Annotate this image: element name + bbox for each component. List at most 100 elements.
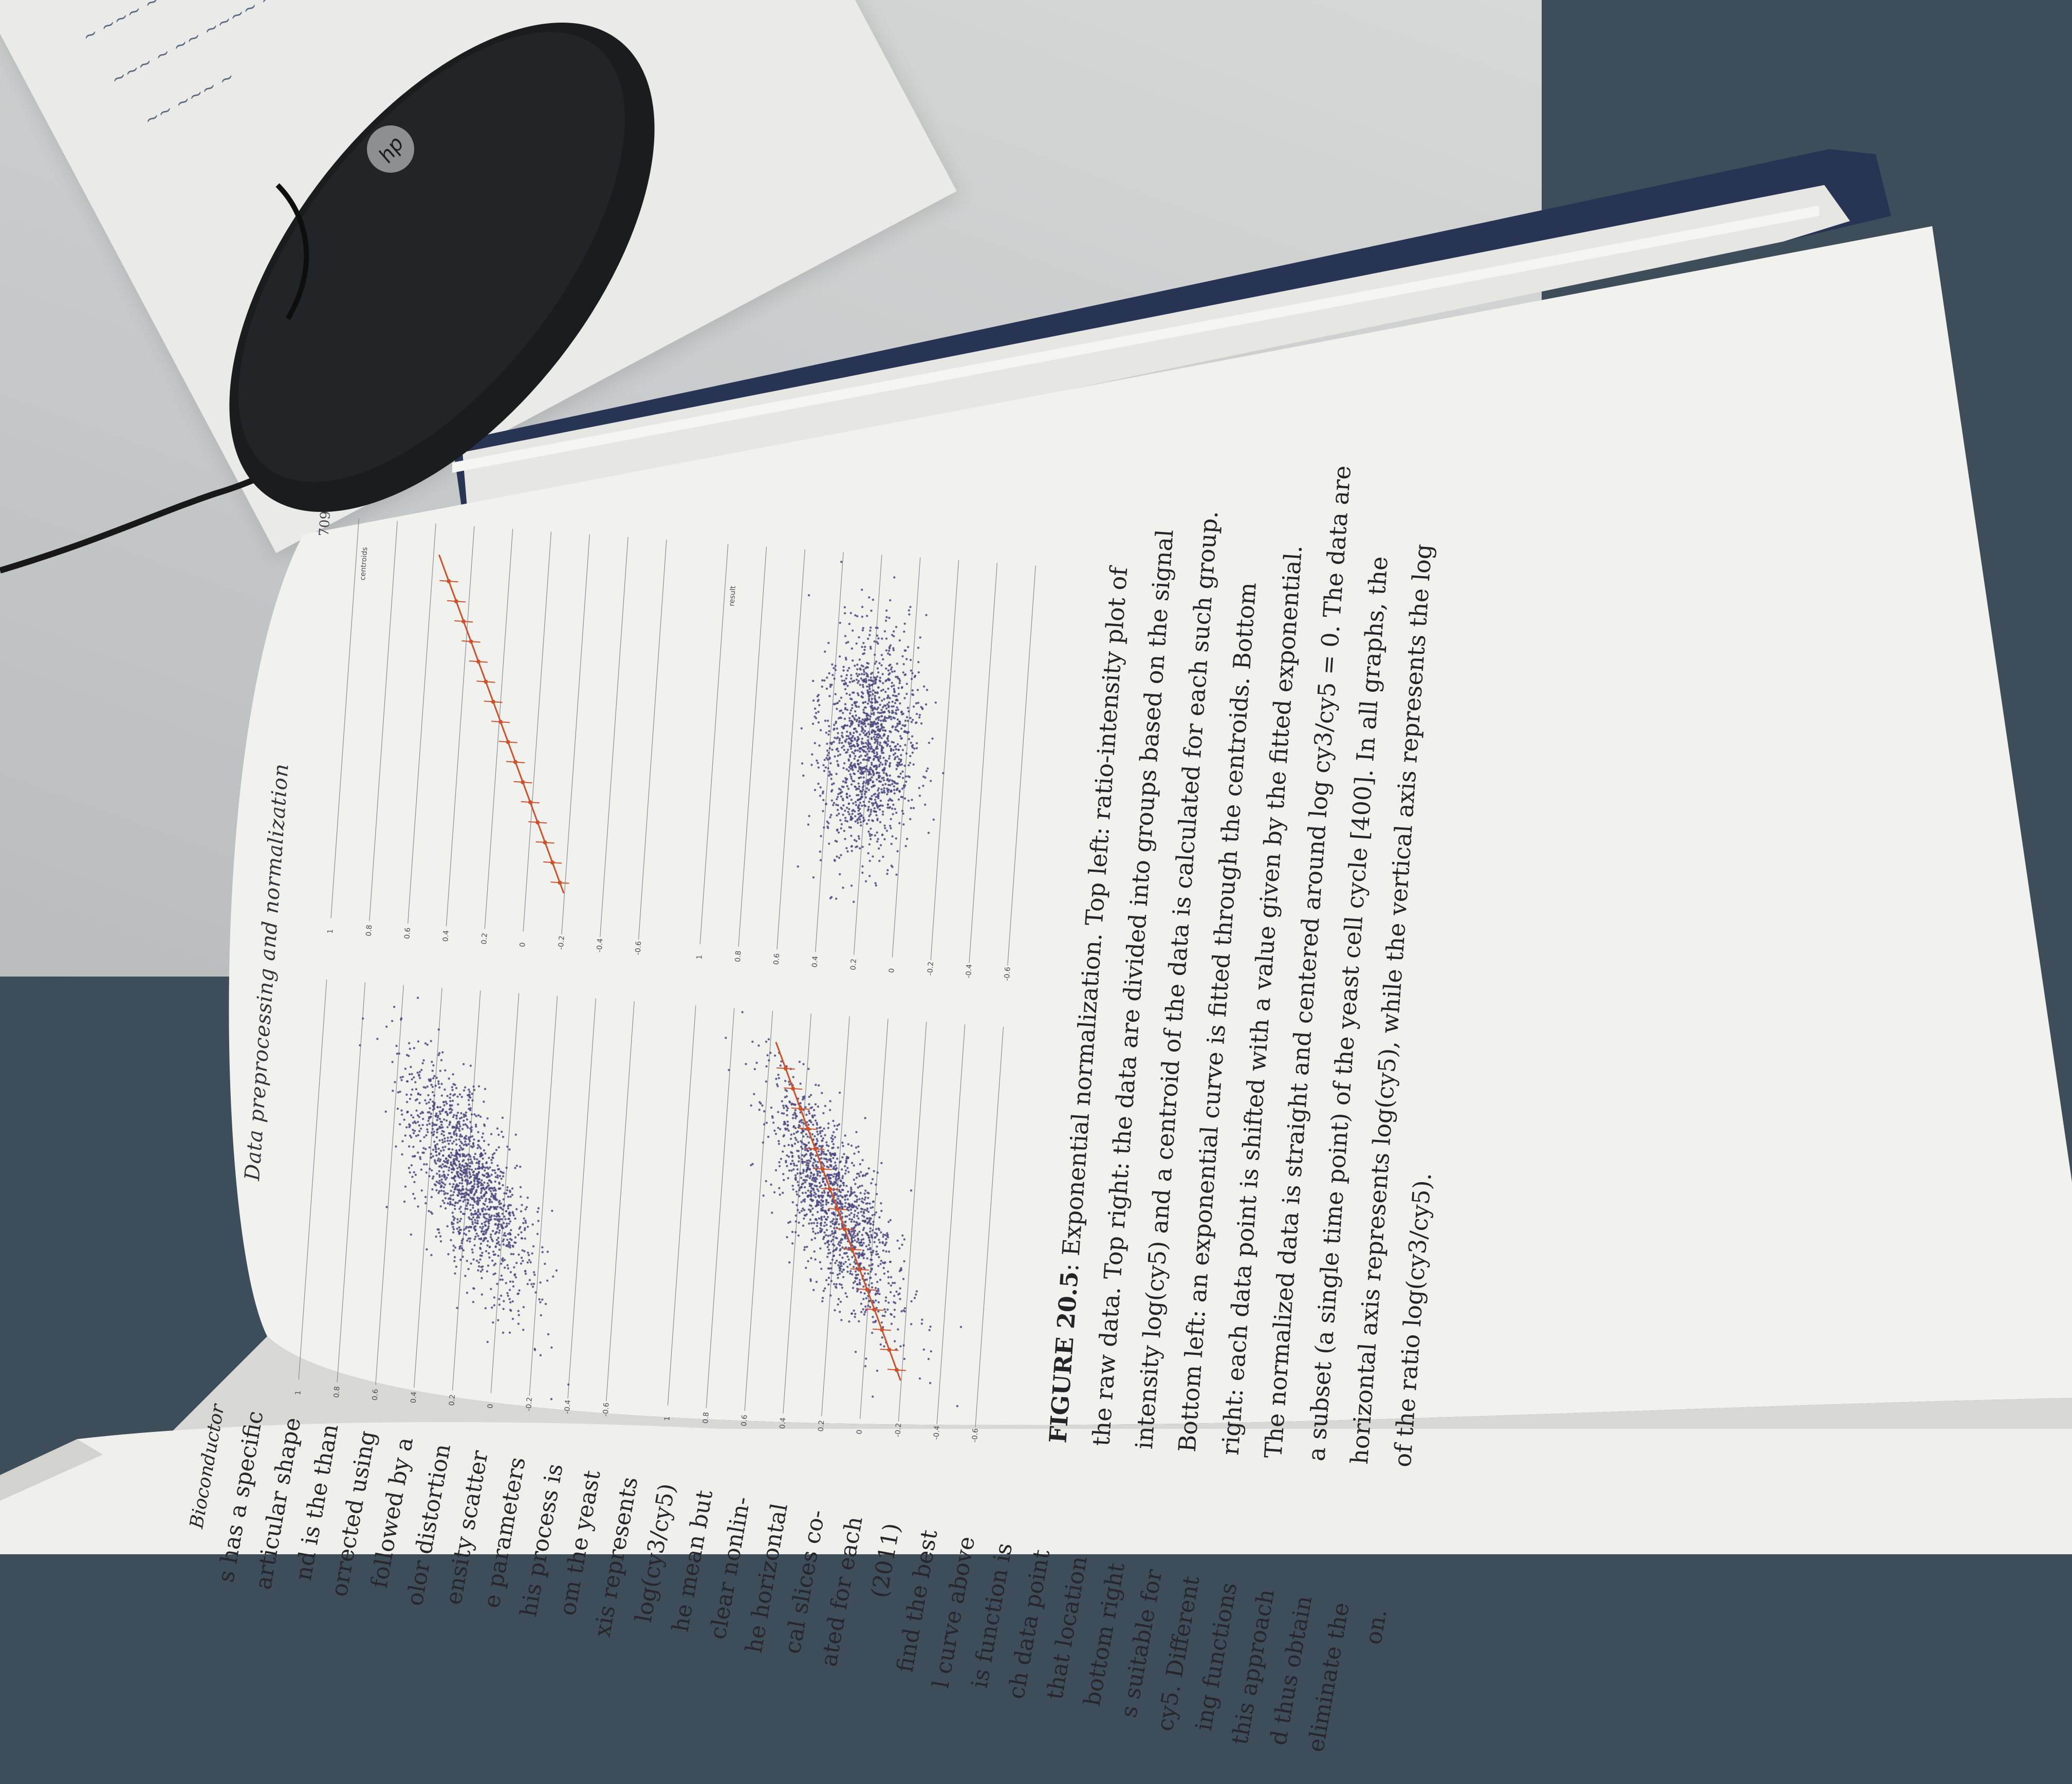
scatter-point — [518, 1289, 521, 1292]
scatter-point — [494, 1192, 497, 1196]
scatter-point — [841, 1142, 844, 1144]
scatter-point — [824, 720, 827, 722]
scatter-point — [853, 839, 856, 841]
scatter-point — [861, 1244, 863, 1247]
scatter-point — [851, 751, 854, 753]
scatter-point — [518, 1227, 521, 1230]
scatter-point — [876, 1245, 878, 1248]
scatter-point — [818, 704, 821, 707]
scatter-point — [441, 1138, 444, 1142]
scatter-point — [849, 1186, 853, 1189]
scatter-point — [472, 1143, 475, 1146]
scatter-point — [781, 1112, 783, 1115]
scatter-point — [860, 1302, 863, 1305]
scatter-point — [509, 1244, 512, 1247]
scatter-point — [891, 705, 893, 708]
scatter-point — [910, 669, 913, 672]
scatter-point — [453, 1175, 456, 1179]
scatter-point — [872, 780, 875, 783]
scatter-point — [808, 1112, 811, 1115]
scatter-point — [902, 823, 905, 826]
scatter-point — [897, 708, 899, 711]
scatter-point — [879, 676, 881, 679]
scatter-point — [893, 1295, 896, 1297]
scatter-point — [831, 1222, 834, 1225]
scatter-point — [864, 701, 867, 704]
scatter-point — [469, 1162, 471, 1165]
scatter-point — [856, 1290, 859, 1293]
scatter-point — [882, 855, 884, 858]
scatter-point — [823, 1236, 825, 1239]
scatter-point — [462, 1089, 466, 1092]
scatter-point — [890, 842, 893, 845]
scatter-point — [877, 805, 880, 807]
scatter-point — [893, 1340, 896, 1342]
scatter-point — [500, 1178, 503, 1180]
scatter-point — [852, 808, 855, 812]
scatter-point — [812, 1230, 815, 1233]
scatter-point — [763, 1123, 766, 1126]
plot-panel-top-left: 1 0.8 0.6 0.4 0.20 -0.2 -0.4 -0.6 — [294, 980, 635, 1417]
scatter-point — [463, 1196, 466, 1199]
scatter-point — [880, 1209, 883, 1212]
scatter-point — [864, 1189, 867, 1192]
scatter-point — [856, 663, 859, 666]
scatter-point — [857, 798, 860, 801]
scatter-point — [890, 748, 893, 751]
grid-line — [337, 982, 366, 1383]
scatter-point — [848, 1206, 850, 1208]
scatter-point — [910, 807, 913, 810]
scatter-point — [456, 1122, 459, 1125]
scatter-point — [862, 702, 864, 704]
scatter-point — [434, 1144, 437, 1147]
scatter-point — [871, 1258, 873, 1261]
scatter-point — [893, 688, 896, 690]
scatter-point — [871, 684, 874, 686]
scatter-point — [789, 1163, 792, 1165]
scatter-point — [515, 1164, 519, 1167]
scatter-point — [846, 850, 849, 853]
scatter-point — [418, 1124, 421, 1127]
scatter-point — [462, 1212, 465, 1215]
scatter-point — [428, 1146, 431, 1149]
y-tick-label: 0.8 — [365, 925, 374, 936]
scatter-point — [850, 1162, 854, 1164]
scatter-point — [861, 795, 863, 798]
scatter-point — [449, 1198, 452, 1201]
scatter-point — [816, 1222, 819, 1224]
scatter-point — [482, 1132, 485, 1135]
scatter-point — [419, 1093, 422, 1096]
scatter-point — [486, 1270, 489, 1273]
scatter-point — [429, 1167, 431, 1170]
scatter-point — [847, 802, 850, 805]
scatter-point — [867, 695, 871, 698]
scatter-point — [856, 615, 859, 618]
scatter-point — [905, 692, 908, 695]
scatter-point — [462, 1144, 465, 1146]
scatter-point — [865, 1278, 868, 1281]
scatter-point — [871, 1282, 873, 1284]
scatter-point — [787, 1177, 789, 1180]
scatter-point — [839, 710, 841, 712]
scatter-point — [418, 1074, 420, 1077]
scatter-point — [843, 679, 846, 682]
scatter-point — [490, 1218, 492, 1221]
scatter-point — [816, 695, 819, 698]
scatter-point — [755, 1061, 758, 1064]
scatter-point — [452, 1244, 455, 1247]
scatter-point — [849, 775, 853, 778]
scatter-point — [445, 1178, 447, 1181]
scatter-point — [464, 1140, 467, 1143]
scatter-point — [942, 772, 945, 775]
scatter-point — [524, 1270, 527, 1273]
scatter-point — [842, 804, 845, 807]
scatter-point — [501, 1171, 504, 1174]
scatter-point — [887, 735, 890, 738]
scatter-point — [781, 1150, 784, 1153]
scatter-point — [822, 1150, 825, 1153]
scatter-point — [468, 1229, 471, 1233]
scatter-point — [438, 1117, 441, 1120]
scatter-point — [488, 1198, 491, 1201]
grid-line — [1007, 565, 1036, 966]
scatter-point — [462, 1249, 465, 1252]
